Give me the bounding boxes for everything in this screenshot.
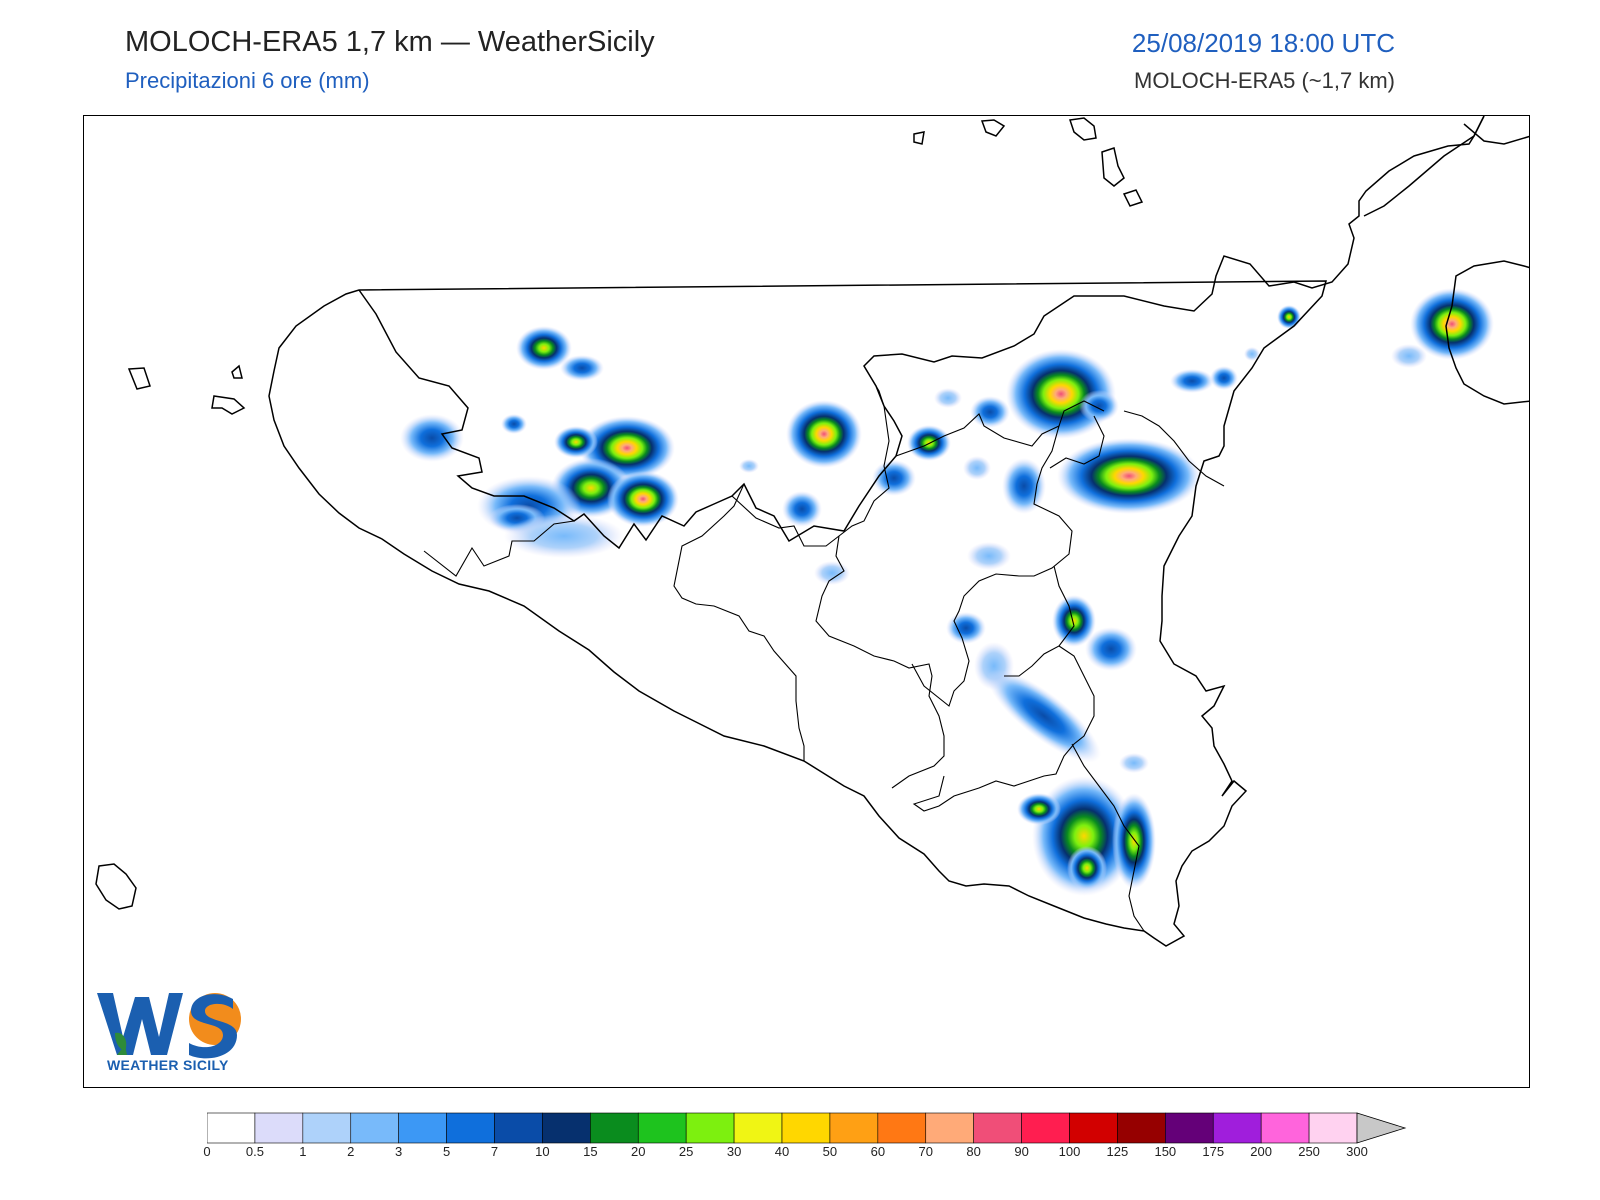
weathersicily-logo: WEATHER SICILY (95, 985, 255, 1080)
colorbar-segment (1165, 1112, 1214, 1144)
map-panel (83, 115, 1530, 1088)
colorbar-tick-label: 150 (1154, 1144, 1177, 1159)
colorbar-segment (1021, 1112, 1070, 1144)
colorbar-segment (206, 1112, 256, 1144)
colorbar-tick-label: 80 (966, 1144, 981, 1159)
colorbar-segment (973, 1112, 1022, 1144)
coastline (95, 116, 1529, 947)
logo-text: WEATHER SICILY (107, 1057, 229, 1073)
colorbar (206, 1112, 1407, 1172)
colorbar-tick-label: 200 (1250, 1144, 1273, 1159)
colorbar-tick-label: 30 (726, 1144, 742, 1159)
colorbar-tick-label: 70 (918, 1144, 933, 1159)
colorbar-tick-label: 10 (535, 1144, 550, 1159)
colorbar-segment (1308, 1112, 1358, 1144)
colorbar-segment (1260, 1112, 1310, 1144)
colorbar-tick-label: 25 (678, 1144, 694, 1159)
colorbar-segment (350, 1112, 399, 1144)
colorbar-segment (302, 1112, 352, 1144)
colorbar-segment (398, 1112, 447, 1144)
colorbar-segment (542, 1112, 591, 1144)
colorbar-segment (590, 1112, 639, 1144)
colorbar-segment (637, 1112, 687, 1144)
colorbar-segment (254, 1112, 304, 1144)
colorbar-tick-label: 0 (203, 1144, 211, 1159)
colorbar-tick-label: 1 (299, 1144, 307, 1159)
precipitation-map (95, 116, 1529, 947)
colorbar-segment (1117, 1112, 1166, 1144)
colorbar-tick-label: 125 (1106, 1144, 1129, 1159)
colorbar-tick-label: 0.5 (245, 1144, 264, 1159)
colorbar-tick-label: 3 (395, 1144, 403, 1159)
colorbar-tick-label: 60 (870, 1144, 886, 1159)
model-label: MOLOCH-ERA5 (~1,7 km) (1134, 68, 1395, 93)
colorbar-segment (829, 1112, 879, 1144)
colorbar-tick-label: 7 (490, 1144, 499, 1159)
colorbar-tick-label: 50 (822, 1144, 838, 1159)
province-borders (423, 365, 1225, 932)
map-subtitle: Precipitazioni 6 ore (mm) (125, 68, 370, 93)
colorbar-segment (446, 1112, 495, 1144)
colorbar-tick-label: 175 (1202, 1144, 1225, 1159)
colorbar-tick-label: 2 (347, 1144, 355, 1159)
logo-graphic (97, 993, 241, 1059)
colorbar-tick-label: 15 (583, 1144, 598, 1159)
colorbar-segment (877, 1112, 927, 1144)
colorbar-bar (206, 1112, 1407, 1144)
colorbar-extend-arrow (1356, 1112, 1407, 1144)
valid-datetime: 25/08/2019 18:00 UTC (1131, 28, 1395, 58)
colorbar-tick-label: 90 (1014, 1144, 1029, 1159)
colorbar-segment (733, 1112, 783, 1144)
map-title: MOLOCH-ERA5 1,7 km — WeatherSicily (125, 26, 655, 58)
colorbar-segment (685, 1112, 735, 1144)
colorbar-segment (1212, 1112, 1262, 1144)
colorbar-tick-label: 250 (1298, 1144, 1320, 1159)
colorbar-tick-label: 5 (442, 1144, 451, 1159)
colorbar-tick-label: 300 (1346, 1144, 1368, 1159)
colorbar-segment (494, 1112, 543, 1144)
precipitation-field (400, 288, 1494, 896)
colorbar-tick-label: 100 (1058, 1144, 1081, 1159)
colorbar-segment (925, 1112, 974, 1144)
colorbar-tick-label: 20 (631, 1144, 646, 1159)
colorbar-tick-label: 40 (774, 1144, 790, 1159)
colorbar-segment (781, 1112, 831, 1144)
colorbar-segment (1069, 1112, 1118, 1144)
